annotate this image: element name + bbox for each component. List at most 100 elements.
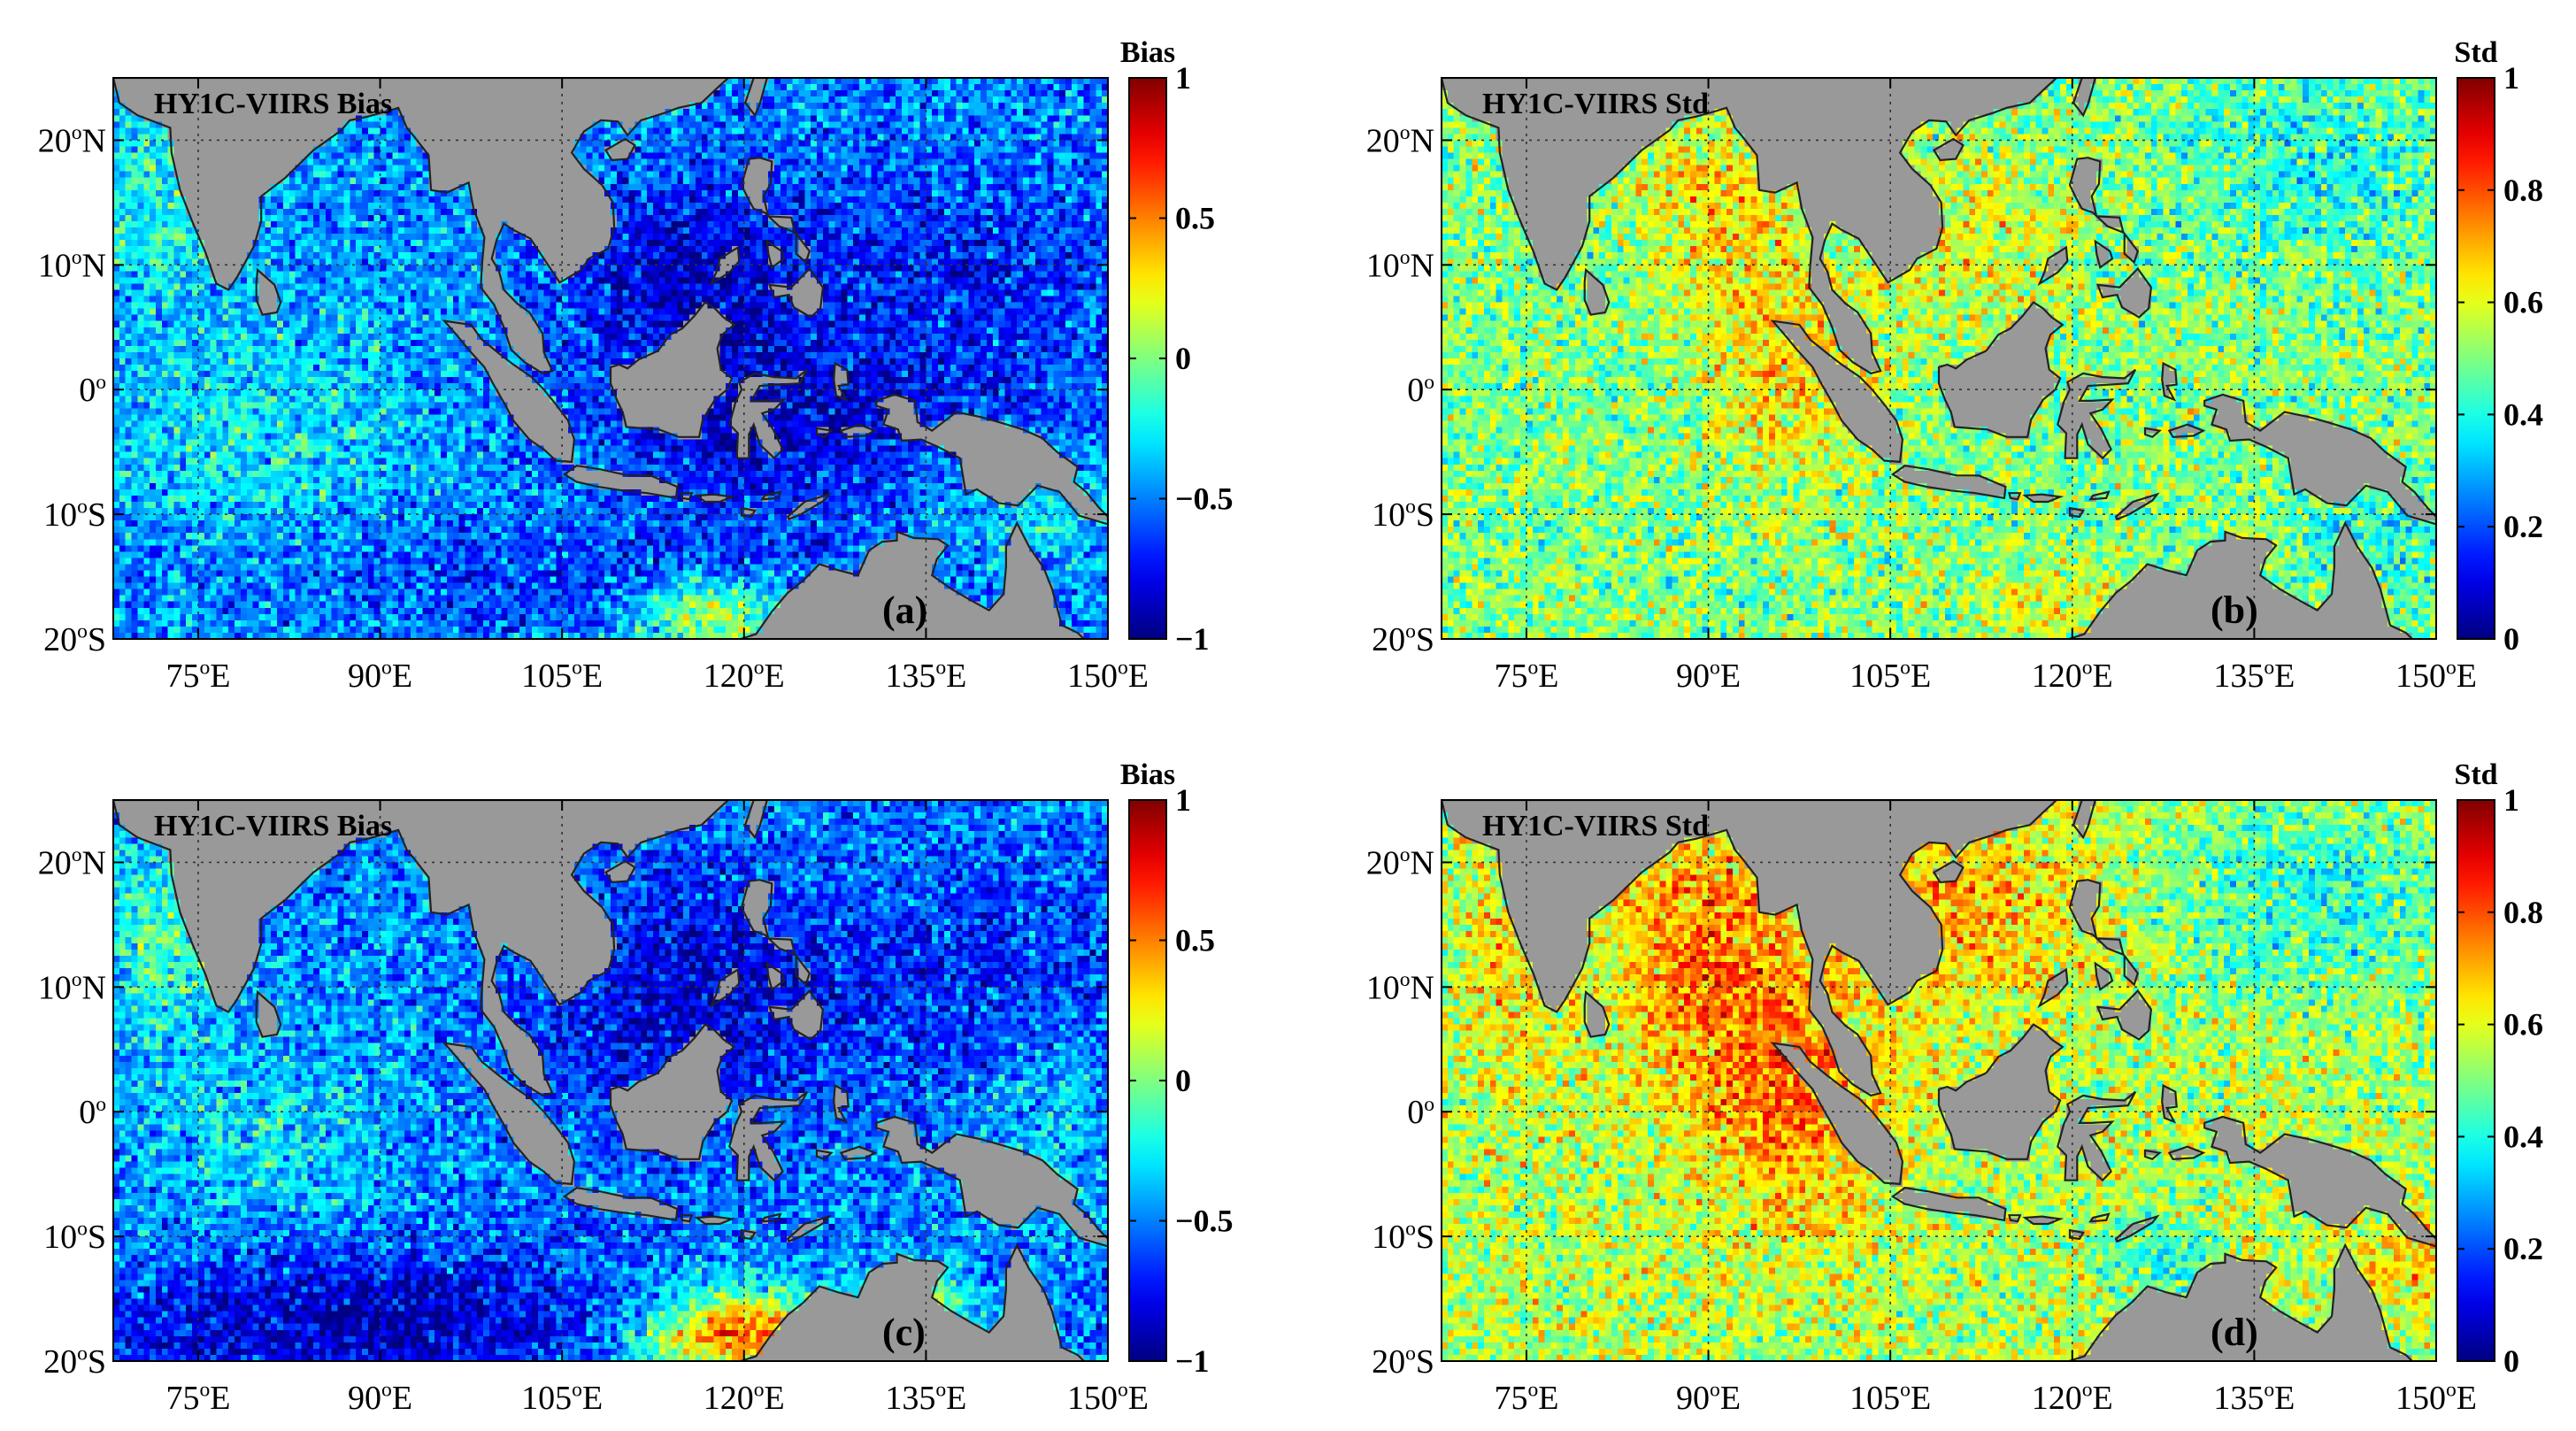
coastline xyxy=(562,1187,679,1222)
coastline xyxy=(2068,1228,2085,1241)
y-tick-label-degree: 10 xyxy=(1366,247,1400,284)
coastline xyxy=(795,952,811,987)
coastline xyxy=(1932,137,1965,162)
coastline xyxy=(1583,989,1611,1038)
y-tick-label-degree-symbol: o xyxy=(77,496,88,519)
y-tick-label-degree: 10 xyxy=(1366,969,1400,1006)
x-tick-label: 75oE xyxy=(1494,1379,1558,1417)
x-tick-label-hemisphere: E xyxy=(210,1380,230,1417)
x-tick-label: 90oE xyxy=(1676,1379,1741,1417)
x-tick-label-hemisphere: E xyxy=(2093,658,2113,695)
coastline xyxy=(1890,465,2007,500)
y-tick-label: 20oS xyxy=(1372,1343,1434,1381)
x-tick-label-hemisphere: E xyxy=(2274,1380,2295,1417)
y-tick-label: 10oS xyxy=(43,1218,106,1256)
colorbar-tick-label: 0.8 xyxy=(2503,895,2543,930)
coastline xyxy=(2203,1115,2436,1248)
y-tick-label-degree-symbol: o xyxy=(1400,968,1411,991)
y-tick-label-degree: 0 xyxy=(79,1094,96,1131)
colorbar-tick-label: −1 xyxy=(1175,621,1210,657)
x-tick-label-degree: 105 xyxy=(521,1380,572,1417)
y-tick-label: 10oS xyxy=(43,496,106,534)
coastline xyxy=(2203,393,2436,526)
y-tick-label: 0o xyxy=(79,1093,106,1131)
y-tick-label: 20oS xyxy=(1372,620,1434,658)
coastlines xyxy=(1442,800,2436,1361)
x-tick-label: 150oE xyxy=(2395,1379,2477,1417)
x-tick-label-degree: 90 xyxy=(348,658,381,695)
coastline xyxy=(2167,423,2206,438)
coastline xyxy=(1442,800,2058,1097)
coastline xyxy=(609,1023,736,1160)
colorbar-tick-label: 1 xyxy=(2503,782,2519,818)
coastline xyxy=(740,1228,757,1241)
y-tick-label-degree-symbol: o xyxy=(72,843,82,866)
coastlines xyxy=(113,800,1108,1361)
y-tick-label-hemisphere: N xyxy=(82,122,106,159)
y-tick-label-hemisphere: S xyxy=(88,1343,106,1381)
coastline xyxy=(2114,492,2160,521)
x-tick-label-degree: 120 xyxy=(2032,658,2082,695)
x-tick-label-degree: 150 xyxy=(2395,658,2446,695)
y-tick-label-degree: 0 xyxy=(79,372,96,409)
x-tick-label-degree-symbol: o xyxy=(1527,657,1538,680)
y-tick-label-degree: 20 xyxy=(38,122,72,159)
y-tick-label: 10oN xyxy=(38,246,106,284)
panel-label: (c) xyxy=(882,1311,926,1354)
axes-frame xyxy=(1441,77,2437,640)
x-tick-label: 105oE xyxy=(521,657,603,695)
coastline xyxy=(2008,1214,2022,1223)
x-tick-label: 75oE xyxy=(1494,657,1558,695)
coastline xyxy=(728,368,809,460)
x-tick-label: 120oE xyxy=(2032,657,2113,695)
heatmap-image xyxy=(1442,78,2436,639)
y-tick-label: 20oN xyxy=(38,843,106,881)
y-tick-label-degree: 10 xyxy=(1372,496,1405,534)
x-tick-label: 75oE xyxy=(165,657,230,695)
coastline xyxy=(767,989,825,1041)
x-tick-label: 150oE xyxy=(1067,657,1149,695)
x-tick-label: 75oE xyxy=(165,1379,230,1417)
colorbar-tick-label: 0.4 xyxy=(2503,1119,2543,1154)
coastline xyxy=(728,1090,809,1182)
x-tick-label-degree-symbol: o xyxy=(572,657,582,680)
y-tick-label-hemisphere: S xyxy=(1416,1343,1434,1381)
coastline xyxy=(2008,492,2022,501)
x-tick-label: 135oE xyxy=(885,1379,966,1417)
panel-b: 75oE 90oE 105oE 120oE 135oE 150oE20oN10oN0o10… xyxy=(1366,36,2543,695)
y-tick-label-hemisphere: N xyxy=(82,844,106,881)
x-tick-label-hemisphere: E xyxy=(1538,1380,1558,1417)
panel-title: HY1C-VIIRS Std xyxy=(1482,88,1709,120)
coastline xyxy=(2057,1090,2137,1182)
coastline xyxy=(2161,1083,2178,1124)
y-tick-label-hemisphere: N xyxy=(1411,844,1434,881)
y-tick-label-degree: 10 xyxy=(38,969,72,1006)
colorbar-tick-label: 0.6 xyxy=(2503,285,2543,320)
coastline xyxy=(833,361,850,402)
colorbar-tick-label: 0 xyxy=(2503,1343,2519,1379)
y-tick-label-degree-symbol: o xyxy=(72,968,82,991)
x-tick-label: 120oE xyxy=(2032,1379,2113,1417)
x-tick-label-hemisphere: E xyxy=(392,1380,412,1417)
coastline xyxy=(2022,493,2065,504)
colorbar-tick-label: 0.5 xyxy=(1175,923,1215,958)
colorbar-title: Bias xyxy=(1120,36,1175,69)
coastline xyxy=(2114,1214,2160,1243)
x-tick-label-hemisphere: E xyxy=(1720,1380,1741,1417)
coastline xyxy=(1583,267,1611,316)
panel-d: 75oE 90oE 105oE 120oE 135oE 150oE20oN10oN0o10… xyxy=(1366,758,2543,1417)
heatmap-image xyxy=(113,78,1108,639)
x-tick-label-hemisphere: E xyxy=(392,658,412,695)
colorbar-tick-label: 0.8 xyxy=(2503,173,2543,208)
x-tick-label-degree-symbol: o xyxy=(754,657,765,680)
x-tick-label-degree-symbol: o xyxy=(381,657,392,680)
y-tick-label: 20oS xyxy=(43,1343,106,1381)
coastline xyxy=(2022,1215,2065,1226)
panel-label: (d) xyxy=(2211,1311,2258,1354)
x-tick-label-hemisphere: E xyxy=(2457,658,2477,695)
panel-a: 75oE 90oE 105oE 120oE 135oE 150oE20oN10oN0o10… xyxy=(38,36,1234,695)
coastline xyxy=(2095,989,2153,1041)
y-tick-label-degree-symbol: o xyxy=(1405,620,1416,643)
y-tick-label-degree-symbol: o xyxy=(96,1093,106,1116)
